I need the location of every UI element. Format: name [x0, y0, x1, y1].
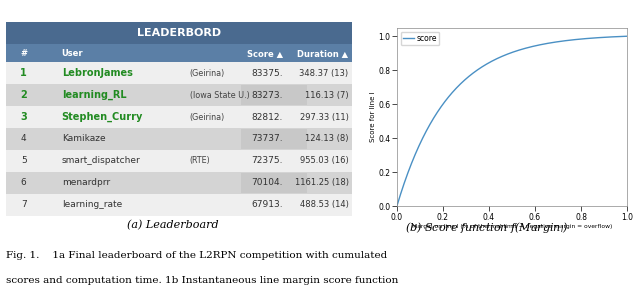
Text: 488.53 (14): 488.53 (14) — [300, 200, 349, 209]
Text: Kamikaze: Kamikaze — [61, 135, 106, 144]
Text: menardprr: menardprr — [61, 178, 110, 187]
Text: (Geirina): (Geirina) — [189, 112, 225, 122]
Text: Stephen_Curry: Stephen_Curry — [61, 112, 143, 122]
Text: 70104.: 70104. — [252, 178, 283, 187]
Text: 4: 4 — [21, 135, 26, 144]
Text: learning_RL: learning_RL — [61, 90, 126, 100]
Line: score: score — [397, 36, 627, 206]
score — [623, 34, 631, 38]
Text: 348.37 (13): 348.37 (13) — [300, 69, 349, 78]
Text: LebronJames: LebronJames — [61, 68, 132, 78]
Text: Score ▲: Score ▲ — [247, 49, 283, 58]
Text: 3: 3 — [20, 112, 27, 122]
Text: 82812.: 82812. — [252, 112, 283, 122]
score — [502, 53, 510, 56]
score — [618, 34, 625, 38]
Text: 2: 2 — [20, 90, 27, 100]
Text: learning_rate: learning_rate — [61, 200, 122, 209]
Text: 1161.25 (18): 1161.25 (18) — [294, 178, 349, 187]
Legend: score: score — [401, 31, 440, 45]
FancyBboxPatch shape — [6, 194, 352, 216]
Text: 7: 7 — [21, 200, 26, 209]
Text: 116.13 (7): 116.13 (7) — [305, 91, 349, 100]
Text: 83375.: 83375. — [252, 69, 283, 78]
Text: (Iowa State U.): (Iowa State U.) — [189, 91, 250, 100]
FancyBboxPatch shape — [6, 150, 352, 172]
Text: 67913.: 67913. — [252, 200, 283, 209]
FancyBboxPatch shape — [6, 128, 352, 150]
FancyBboxPatch shape — [241, 129, 307, 149]
Text: 955.03 (16): 955.03 (16) — [300, 156, 349, 165]
Text: 72375.: 72375. — [252, 156, 283, 165]
score — [530, 44, 538, 48]
Text: LEADERBORD: LEADERBORD — [137, 28, 221, 38]
score — [518, 47, 525, 51]
Text: 6: 6 — [21, 178, 26, 187]
X-axis label: Margin on line l (% of thermal limit − negative margin = overflow): Margin on line l (% of thermal limit − n… — [412, 225, 612, 229]
FancyBboxPatch shape — [6, 22, 352, 44]
FancyBboxPatch shape — [6, 44, 352, 62]
Text: Duration ▲: Duration ▲ — [298, 49, 349, 58]
FancyBboxPatch shape — [241, 173, 307, 193]
Text: Fig. 1.    1a Final leaderboard of the L2RPN competition with cumulated: Fig. 1. 1a Final leaderboard of the L2RP… — [6, 251, 388, 260]
Y-axis label: Score for line l: Score for line l — [370, 92, 376, 142]
Text: (RTE): (RTE) — [189, 156, 211, 165]
Text: User: User — [61, 49, 83, 58]
Text: 5: 5 — [21, 156, 26, 165]
Text: (a) Leaderboard: (a) Leaderboard — [127, 220, 219, 230]
Text: 1: 1 — [20, 68, 27, 78]
FancyBboxPatch shape — [6, 172, 352, 194]
Text: scores and computation time. 1b Instantaneous line margin score function: scores and computation time. 1b Instanta… — [6, 276, 399, 285]
Text: 124.13 (8): 124.13 (8) — [305, 135, 349, 144]
Text: #: # — [20, 49, 27, 58]
Text: 73737.: 73737. — [252, 135, 283, 144]
score — [504, 52, 511, 56]
Text: (Geirina): (Geirina) — [189, 69, 225, 78]
Text: (b) Score function f(Margin$_l$): (b) Score function f(Margin$_l$) — [404, 220, 568, 235]
FancyBboxPatch shape — [6, 62, 352, 84]
score — [582, 37, 589, 40]
FancyBboxPatch shape — [6, 106, 352, 128]
Text: 83273.: 83273. — [252, 91, 283, 100]
Text: 297.33 (11): 297.33 (11) — [300, 112, 349, 122]
score — [393, 205, 401, 208]
FancyBboxPatch shape — [241, 85, 307, 105]
Text: smart_dispatcher: smart_dispatcher — [61, 156, 140, 165]
FancyBboxPatch shape — [6, 84, 352, 106]
